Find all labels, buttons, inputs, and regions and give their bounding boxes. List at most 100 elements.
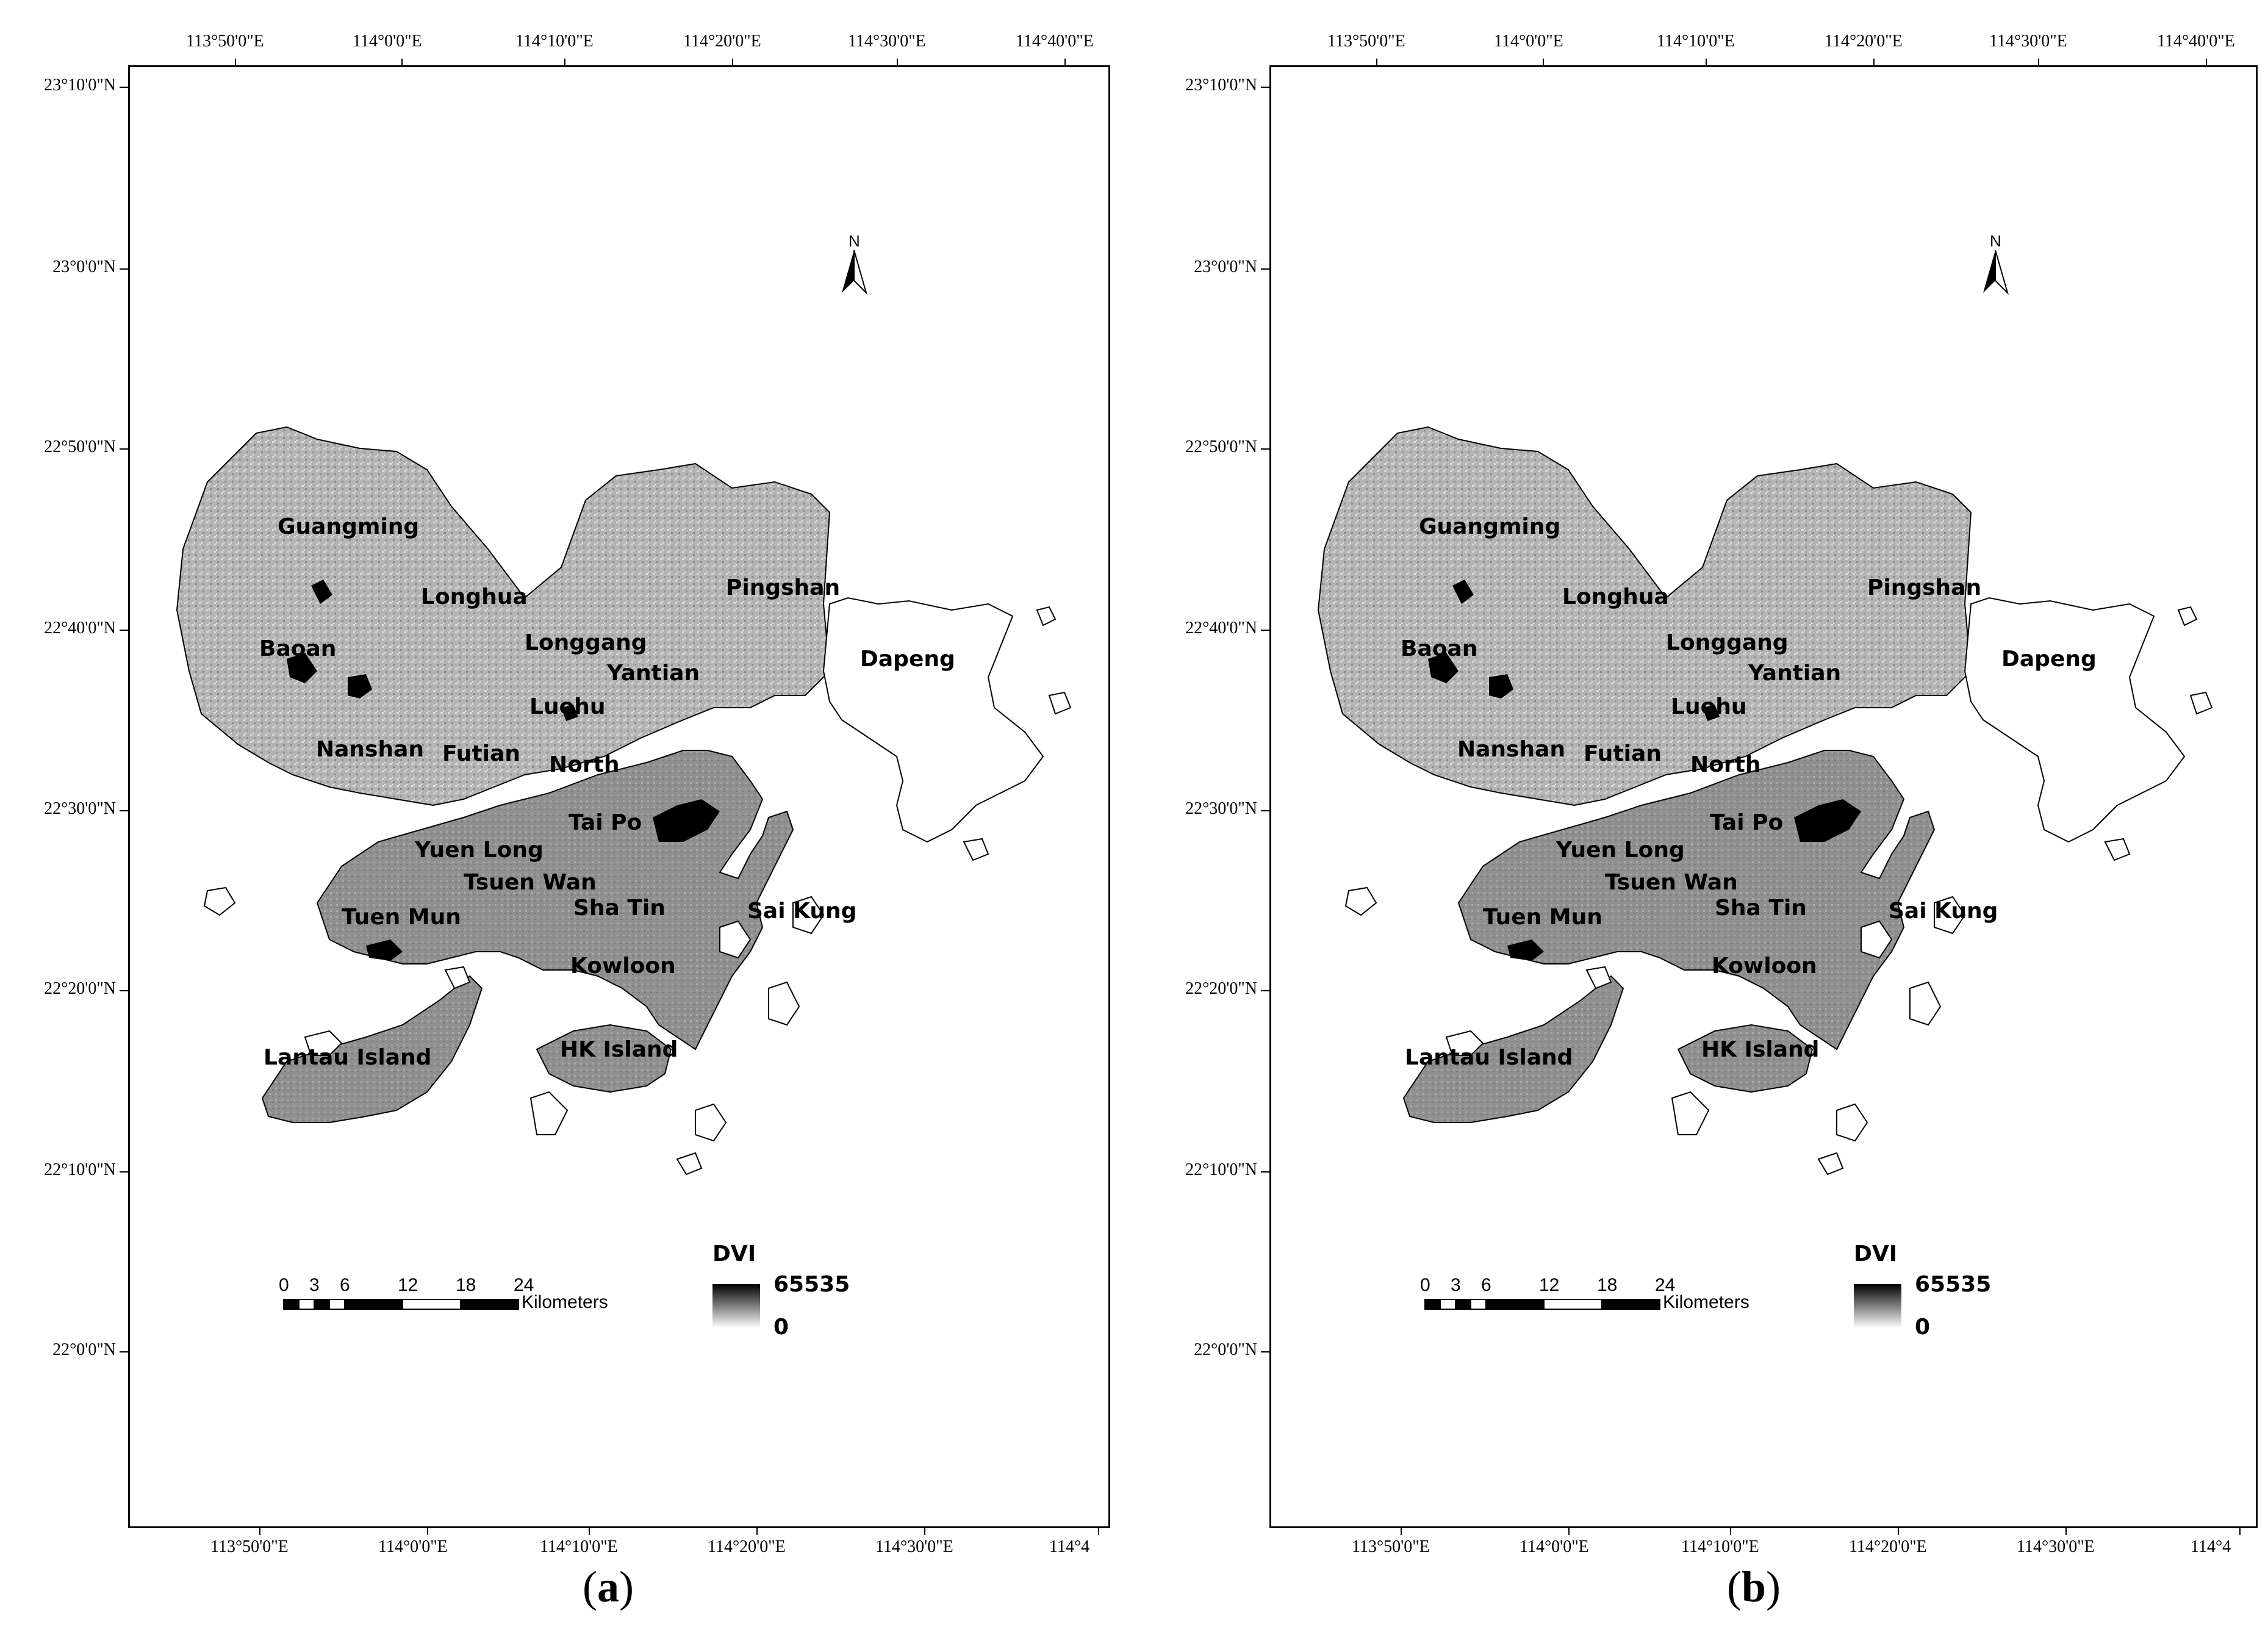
tick-mark (2206, 59, 2207, 66)
left-axis-tick-label: 22°20'0"N (1185, 979, 1257, 998)
tick-mark (120, 990, 128, 991)
caption-letter: b (1741, 1562, 1767, 1611)
place-label: Tsuen Wan (1605, 870, 1738, 895)
place-label: Longhua (1562, 584, 1669, 609)
scale-bar-segment (283, 1299, 300, 1310)
small-island (792, 896, 825, 935)
tick-mark (1706, 59, 1707, 66)
reservoir (1703, 705, 1720, 721)
place-label: Futian (442, 741, 520, 766)
lantau-island-land (1402, 975, 1624, 1123)
place-label: Baoan (1401, 636, 1477, 661)
place-label: Futian (1584, 741, 1662, 766)
caption-paren: ( (1727, 1562, 1742, 1611)
caption-paren: ( (583, 1562, 597, 1611)
scale-bar-segment (344, 1299, 403, 1310)
top-axis-tick-label: 114°0'0"E (1494, 32, 1563, 51)
reservoir (366, 939, 403, 961)
left-axis-tick-label: 23°0'0"N (52, 257, 116, 276)
place-label: Sai Kung (1889, 899, 1998, 924)
small-island (203, 886, 236, 916)
tick-mark (1098, 1528, 1099, 1535)
small-island (1861, 920, 1893, 959)
scale-tick-label: 0 (279, 1275, 289, 1295)
tick-mark (1261, 1171, 1269, 1173)
scale-tick-label: 6 (340, 1275, 350, 1295)
top-axis-tick-label: 114°40'0"E (2157, 32, 2235, 51)
place-label: Luohu (1671, 694, 1747, 719)
place-label: Sai Kung (747, 899, 856, 924)
tick-mark (1261, 630, 1269, 631)
place-label: Dapeng (860, 647, 955, 672)
left-axis-tick-label: 22°20'0"N (44, 979, 116, 998)
scale-tick-label: 18 (1597, 1275, 1618, 1295)
left-axis-tick-label: 22°40'0"N (1185, 619, 1257, 638)
tick-mark (1261, 448, 1269, 450)
place-label: Sha Tin (1715, 896, 1807, 921)
tick-mark (1376, 59, 1377, 66)
reservoir (1428, 653, 1459, 683)
bottom-axis-tick-label: 114°20'0"E (1849, 1537, 1927, 1556)
bottom-axis-tick-label: 114°30'0"E (2017, 1537, 2095, 1556)
tick-mark (427, 1528, 428, 1535)
dapeng-outline (822, 597, 1044, 843)
left-axis-tick-label: 23°10'0"N (1185, 76, 1257, 95)
place-label: Tuen Mun (342, 905, 461, 930)
place-label: Longhua (421, 584, 528, 609)
scale-bar-segment (298, 1299, 315, 1310)
scale-bar-segment (1440, 1299, 1456, 1310)
place-label: HK Island (1701, 1037, 1819, 1062)
map-canvas: Guangming Longhua Pingshan Baoan Longgang Yan… (176, 232, 1072, 1310)
place-label: Yuen Long (1556, 838, 1685, 863)
legend-title: DVI (712, 1241, 756, 1266)
scale-bar-segment (1485, 1299, 1545, 1310)
tick-mark (1873, 59, 1875, 66)
left-axis-tick-label: 22°10'0"N (44, 1160, 116, 1179)
scale-tick-label: 24 (514, 1275, 534, 1295)
scale-tick-label: 12 (1539, 1275, 1560, 1295)
left-axis-tick-label: 23°10'0"N (44, 76, 116, 95)
place-label: Sha Tin (573, 896, 666, 921)
tick-mark (897, 59, 898, 66)
tick-mark (1261, 1351, 1269, 1352)
tick-mark (120, 448, 128, 450)
place-label: Longgang (1666, 630, 1789, 655)
scale-bar-segment (1455, 1299, 1471, 1310)
legend-gradient (712, 1284, 760, 1328)
small-island (1585, 966, 1612, 990)
place-label: Pingshan (726, 575, 840, 600)
bottom-axis-tick-label: 113°50'0"E (1352, 1537, 1430, 1556)
legend-max-label: 65535 (773, 1272, 850, 1297)
scale-unit-label: Kilometers (522, 1292, 608, 1312)
place-label: Tuen Mun (1483, 905, 1602, 930)
place-label: Tai Po (1710, 810, 1783, 835)
bottom-axis-tick-label: 114°0'0"E (1520, 1537, 1589, 1556)
reservoir (1489, 674, 1513, 699)
reservoir (561, 705, 578, 721)
tick-mark (756, 1528, 758, 1535)
small-island (963, 838, 989, 861)
scale-bar-segment (1543, 1299, 1602, 1310)
bottom-axis-tick-label: 113°50'0"E (210, 1537, 289, 1556)
small-island (1048, 691, 1072, 715)
small-island (1671, 1091, 1710, 1135)
bottom-axis-tick-label: 114°0'0"E (378, 1537, 448, 1556)
bottom-axis-tick-label: 114°4 (2191, 1537, 2231, 1556)
caption-paren: ) (1766, 1562, 1781, 1611)
scale-bar-segment (402, 1299, 461, 1310)
dapeng-outline (1964, 597, 2186, 843)
top-axis-tick-label: 114°0'0"E (353, 32, 422, 51)
bottom-axis-tick-label: 114°10'0"E (540, 1537, 618, 1556)
small-island (695, 1103, 727, 1142)
place-label: Nanshan (316, 737, 424, 762)
top-axis-tick-label: 113°50'0"E (1327, 32, 1405, 51)
tick-mark (235, 59, 236, 66)
north-label: N (849, 232, 860, 250)
place-label: Yantian (1748, 661, 1841, 686)
hk-island-land (1677, 1024, 1814, 1093)
small-island (1836, 1103, 1868, 1142)
place-label: Yuen Long (414, 838, 544, 863)
scale-bar-segment (460, 1299, 519, 1310)
small-island (768, 981, 800, 1026)
tick-mark (259, 1528, 260, 1535)
